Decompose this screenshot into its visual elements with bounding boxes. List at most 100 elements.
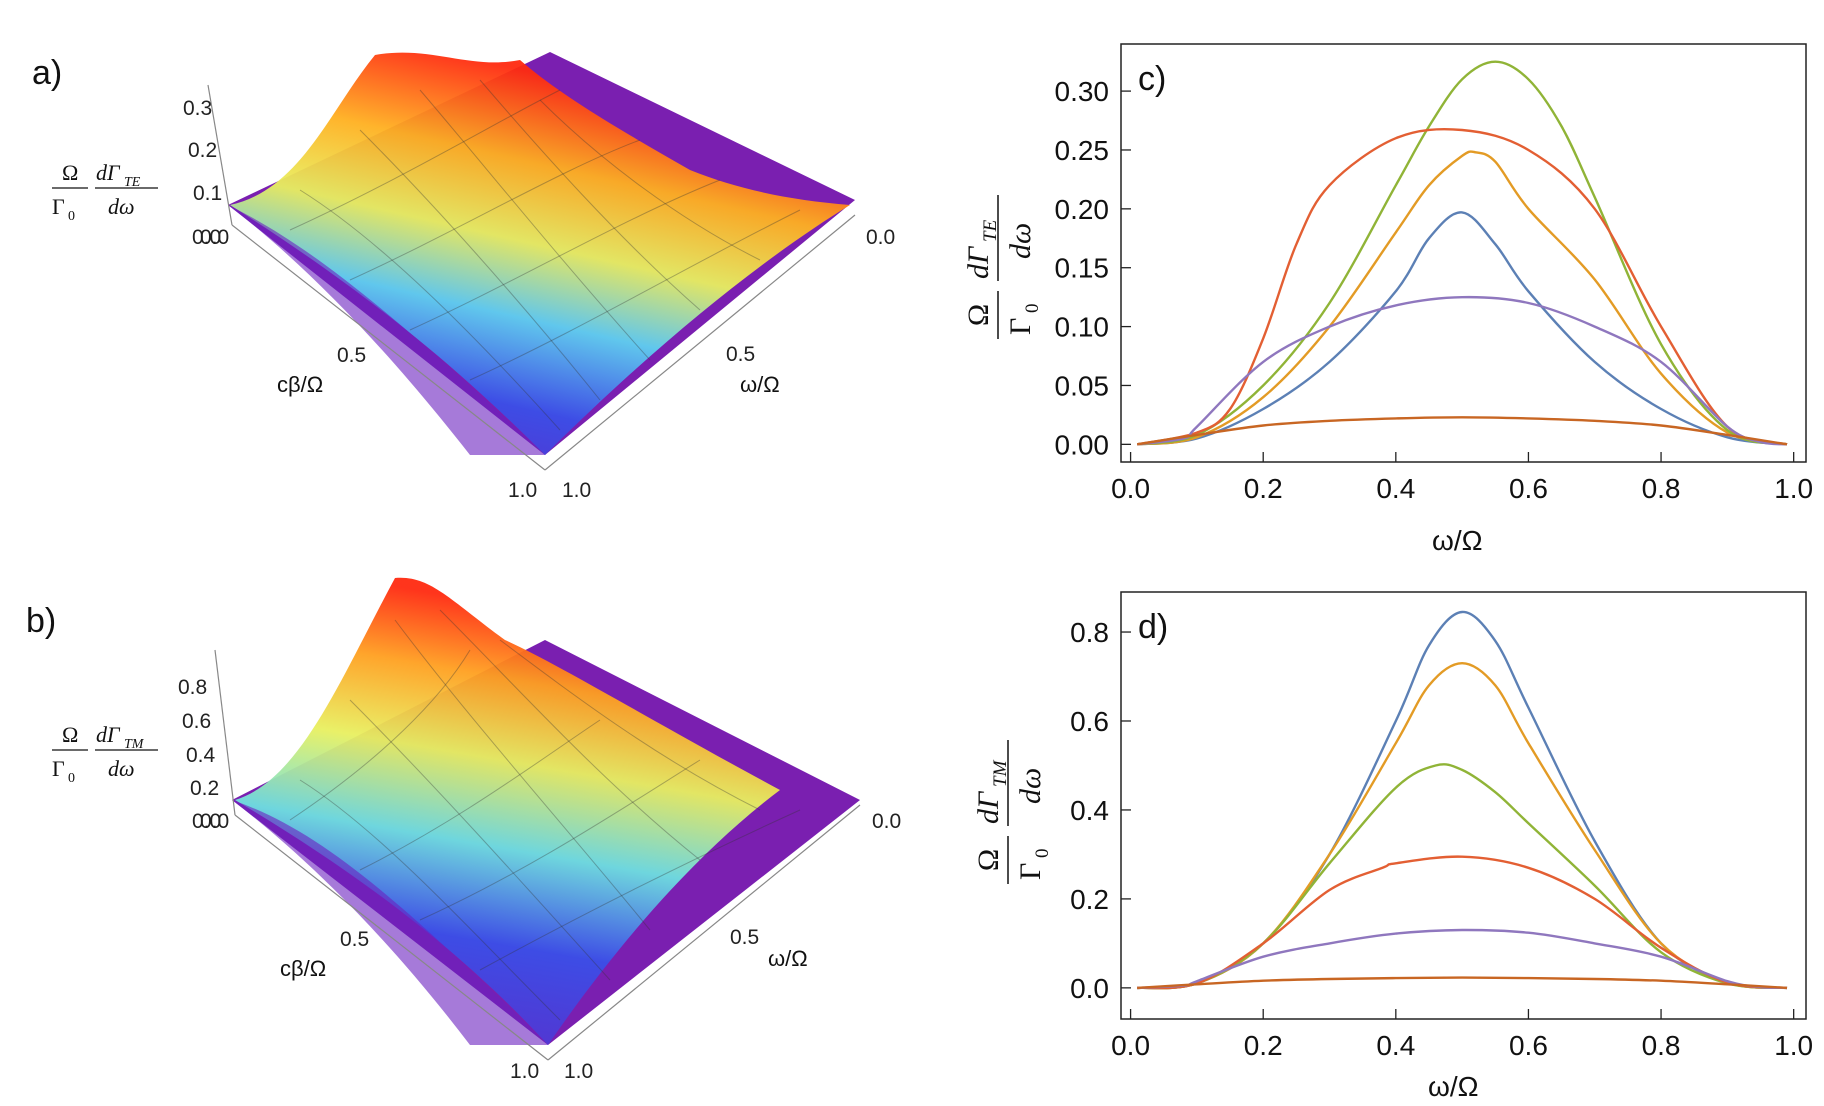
panel-a-x-axis — [231, 224, 546, 471]
panel-c-ytick-label: 0.10 — [1055, 312, 1110, 343]
panel-a-mesh — [289, 79, 801, 431]
panel-a-ytick-1: 0.5 — [726, 343, 755, 366]
panel-c-ytick-label: 0.25 — [1055, 135, 1110, 166]
panel-b-label: b) — [26, 602, 56, 640]
panel-b-mesh — [289, 609, 801, 1021]
panel-d-series-5 — [1137, 928, 1788, 990]
panel-c-series-2 — [1137, 150, 1788, 446]
svg-text:Γ: Γ — [1004, 318, 1037, 335]
panel-d-frame — [1120, 591, 1807, 1020]
panel-c-series-6 — [1137, 416, 1788, 446]
panel-c-ticks: 0.0 0.2 0.4 0.6 0.8 1.0 0.00 0.05 0.10 0.15 0.20 0.… — [1055, 76, 1814, 504]
svg-text:TE: TE — [124, 175, 141, 190]
panel-a-ztick-1: 0.1 — [193, 182, 222, 205]
panel-d-series-3 — [1137, 763, 1788, 990]
panel-b-x-axis — [234, 814, 549, 1061]
svg-text:dω: dω — [108, 756, 135, 781]
svg-text:Γ: Γ — [52, 756, 65, 781]
panel-b: b) 0.0 0.0 0.2 0.4 0.6 0.8 0.5 1.0 0.0 0… — [26, 577, 901, 1083]
panel-b-ytick-1: 0.5 — [730, 926, 759, 949]
panel-b-xtick-1: 0.5 — [340, 928, 369, 951]
panel-d-xtick-label: 0.4 — [1376, 1030, 1415, 1061]
panel-b-ztick-0b: 0.0 — [200, 810, 229, 833]
svg-text:0: 0 — [68, 209, 75, 224]
panel-a-z-axis — [207, 84, 233, 226]
panel-c-xtick-label: 0.0 — [1111, 473, 1150, 504]
panel-c-ytick-label: 0.20 — [1055, 194, 1110, 225]
panel-a-surface — [230, 52, 850, 456]
panel-a-xtick-2: 1.0 — [508, 479, 537, 502]
panel-c-label: c) — [1138, 60, 1166, 98]
panel-d-ytick-label: 0.0 — [1070, 973, 1109, 1004]
svg-text:Γ: Γ — [1014, 863, 1047, 880]
panel-b-ztick-3: 0.6 — [182, 710, 211, 733]
panel-c-xtick-label: 0.4 — [1376, 473, 1415, 504]
panel-d-label: d) — [1138, 608, 1168, 646]
panel-a-ztick-0b: 0.0 — [200, 226, 229, 249]
panel-b-ytick-2: 1.0 — [564, 1060, 593, 1083]
panel-a-xlabel: cβ/Ω — [277, 372, 323, 397]
svg-text:Ω: Ω — [62, 160, 78, 185]
panel-d-xtick-label: 0.6 — [1509, 1030, 1548, 1061]
panel-d-ytick-label: 0.2 — [1070, 884, 1109, 915]
panel-d-xtick-label: 0.0 — [1111, 1030, 1150, 1061]
panel-c-ytick-label: 0.15 — [1055, 253, 1110, 284]
panel-c-ylabel: Ω Γ 0 dΓ TE dω — [962, 195, 1043, 339]
panel-b-ylabel: ω/Ω — [768, 946, 808, 971]
panel-c: c) 0.0 0.2 0.4 0.6 0.8 1.0 0.00 0.05 0.10 0.15 0.2… — [962, 43, 1814, 556]
svg-text:dΓ: dΓ — [962, 245, 995, 279]
svg-text:dΓ: dΓ — [96, 722, 121, 747]
svg-text:0: 0 — [1032, 849, 1053, 859]
panel-c-ytick-label: 0.00 — [1055, 429, 1110, 460]
panel-a-y-axis — [544, 214, 856, 471]
panel-c-xtick-label: 0.6 — [1509, 473, 1548, 504]
panel-a-ztick-3: 0.3 — [183, 97, 212, 120]
panel-c-xtick-label: 0.8 — [1642, 473, 1681, 504]
svg-text:TE: TE — [980, 219, 1001, 242]
panel-c-series-4 — [1136, 127, 1788, 446]
panel-d-series-1 — [1137, 610, 1788, 990]
panel-b-ztick-4: 0.8 — [178, 676, 207, 699]
panel-c-xtick-label: 1.0 — [1774, 473, 1813, 504]
panel-d-xtick-label: 0.8 — [1642, 1030, 1681, 1061]
panel-b-zlabel: Ω Γ 0 dΓ TM dω — [52, 722, 158, 786]
panel-a-ylabel: ω/Ω — [740, 372, 780, 397]
panel-a-ztick-0: 0.0 — [192, 226, 221, 249]
panel-d-series — [1137, 610, 1788, 990]
panel-d-ytick-label: 0.8 — [1070, 617, 1109, 648]
panel-a-ytick-2: 1.0 — [562, 479, 591, 502]
panel-a-label: a) — [32, 54, 62, 92]
panel-a-flat-region — [228, 205, 545, 455]
panel-b-ztick-2: 0.4 — [186, 744, 216, 767]
svg-text:TM: TM — [990, 759, 1011, 787]
panel-b-flat-region — [232, 800, 548, 1045]
svg-text:Γ: Γ — [52, 194, 65, 219]
panel-b-xlabel: cβ/Ω — [280, 956, 326, 981]
panel-d-series-6 — [1137, 976, 1788, 990]
panel-b-xtick-2: 1.0 — [510, 1060, 539, 1083]
svg-text:dΓ: dΓ — [972, 790, 1005, 824]
panel-b-ytick-0: 0.0 — [872, 810, 901, 833]
svg-text:0: 0 — [68, 771, 75, 786]
svg-text:TM: TM — [124, 737, 145, 752]
panel-c-xlabel: ω/Ω — [1432, 525, 1483, 556]
panel-b-y-axis — [547, 804, 861, 1061]
panel-c-ytick-label: 0.30 — [1055, 76, 1110, 107]
panel-d-series-2 — [1137, 661, 1788, 990]
svg-text:Ω: Ω — [62, 722, 78, 747]
panel-a-xtick-1: 0.5 — [337, 344, 366, 367]
panel-c-xtick-label: 0.2 — [1244, 473, 1283, 504]
panel-b-ztick-0: 0.0 — [192, 810, 221, 833]
panel-b-surface — [235, 577, 780, 1045]
svg-text:0: 0 — [1022, 304, 1043, 314]
panel-a-zlabel: Ω Γ 0 dΓ TE dω — [52, 160, 158, 224]
panel-d-xlabel: ω/Ω — [1428, 1071, 1479, 1102]
panel-a-ztick-2: 0.2 — [188, 139, 217, 162]
panel-d-xtick-label: 1.0 — [1774, 1030, 1813, 1061]
panel-a: a) 0.0 0.0 0.1 0.2 0.3 0.5 1.0 0.0 0.5 — [32, 52, 895, 502]
panel-a-ytick-0: 0.0 — [866, 226, 895, 249]
panel-d-ytick-label: 0.4 — [1070, 795, 1109, 826]
panel-d-ytick-label: 0.6 — [1070, 706, 1109, 737]
svg-text:Ω: Ω — [962, 304, 995, 326]
